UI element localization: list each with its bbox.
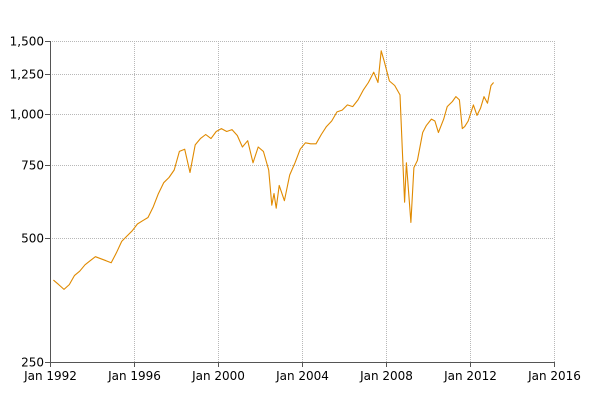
y-tick-label: 1,000 <box>10 108 44 122</box>
y-tick-label: 500 <box>21 232 44 246</box>
axes <box>45 41 555 367</box>
series <box>53 50 495 290</box>
series-line <box>53 50 495 290</box>
x-tick-label: Jan 1996 <box>107 369 161 383</box>
y-tick-label: 1,250 <box>10 68 44 82</box>
x-tick-label: Jan 2016 <box>527 369 581 383</box>
grid <box>50 41 555 363</box>
y-tick-label: 250 <box>21 356 44 370</box>
x-tick-label: Jan 2008 <box>359 369 413 383</box>
x-tick-label: Jan 2012 <box>443 369 497 383</box>
x-tick-label: Jan 2000 <box>191 369 245 383</box>
y-tick-label: 750 <box>21 159 44 173</box>
x-tick-label: Jan 2004 <box>275 369 329 383</box>
tick-labels: 250 500 750 1,000 1,250 1,500 Jan 1992 Jan 1996… <box>10 35 581 384</box>
y-tick-label: 1,500 <box>10 35 44 49</box>
x-tick-label: Jan 1992 <box>23 369 77 383</box>
